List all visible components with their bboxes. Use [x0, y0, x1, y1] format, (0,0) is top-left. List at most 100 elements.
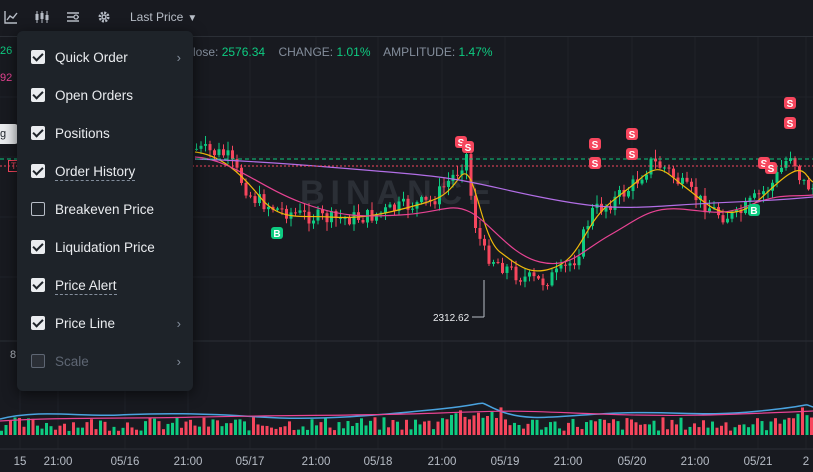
- volume-bar: [634, 422, 638, 435]
- volume-bar: [58, 425, 62, 435]
- volume-bar: [787, 417, 791, 435]
- volume-bar: [207, 426, 210, 435]
- volume-bar: [679, 417, 683, 435]
- volume-bar: [189, 419, 192, 435]
- volume-bar: [688, 426, 692, 435]
- volume-bar: [765, 430, 768, 435]
- volume-bar: [198, 426, 201, 435]
- sell-marker[interactable]: [784, 97, 796, 109]
- volume-bar: [706, 427, 710, 435]
- price-source-label: Last Price: [130, 10, 184, 24]
- menu-item-breakeven-price[interactable]: Breakeven Price: [17, 191, 193, 229]
- candle: [208, 144, 212, 151]
- order-history-checkbox[interactable]: [31, 164, 45, 178]
- liquidation-price-checkbox[interactable]: [31, 240, 45, 254]
- volume-bar: [63, 423, 66, 435]
- volume-bar: [733, 427, 737, 435]
- menu-item-open-orders[interactable]: Open Orders: [17, 77, 193, 115]
- volume-bar: [180, 427, 183, 435]
- volume-left-value: 8: [10, 349, 17, 361]
- candle: [240, 167, 243, 183]
- price-line-checkbox[interactable]: [31, 316, 45, 330]
- candle: [478, 228, 482, 239]
- menu-item-price-line[interactable]: Price Line ›: [17, 305, 193, 343]
- menu-item-liquidation-price[interactable]: Liquidation Price: [17, 229, 193, 267]
- volume-bar: [229, 423, 233, 435]
- sell-marker-label: S: [787, 119, 794, 130]
- volume-bar: [54, 429, 57, 435]
- sell-marker-label: S: [768, 164, 775, 175]
- volume-bar: [544, 427, 548, 435]
- candle: [397, 201, 401, 211]
- volume-bar: [139, 430, 143, 435]
- volume-bar: [522, 428, 525, 435]
- indicator-icon[interactable]: [66, 10, 82, 26]
- candlestick-icon[interactable]: [34, 10, 50, 26]
- candle: [231, 150, 234, 160]
- amplitude-label: AMPLITUDE:: [383, 45, 456, 59]
- candle: [523, 276, 527, 282]
- menu-item-quick-order[interactable]: Quick Order ›: [17, 39, 193, 77]
- candle: [375, 214, 378, 221]
- volume-bar: [103, 421, 107, 435]
- volume-bar: [162, 429, 165, 435]
- sell-marker[interactable]: [626, 148, 638, 160]
- volume-bar: [27, 418, 30, 435]
- candle: [667, 167, 671, 169]
- candle: [546, 285, 549, 287]
- volume-ma-line: [0, 402, 813, 420]
- candle: [789, 158, 792, 162]
- volume-bar: [306, 429, 309, 435]
- menu-item-order-history[interactable]: Order History: [17, 153, 193, 191]
- volume-bar: [144, 421, 147, 435]
- breakeven-price-checkbox[interactable]: [31, 202, 45, 216]
- sell-marker[interactable]: [589, 138, 601, 150]
- volume-bar: [261, 425, 264, 435]
- sell-marker[interactable]: [589, 157, 601, 169]
- candle: [798, 166, 801, 181]
- line-chart-icon[interactable]: [4, 10, 20, 26]
- time-axis-label: 05/20: [618, 456, 647, 468]
- price-alert-checkbox[interactable]: [31, 278, 45, 292]
- sell-marker[interactable]: [784, 117, 796, 129]
- quick-order-checkbox[interactable]: [31, 50, 45, 64]
- change-value: 1.01%: [336, 45, 371, 59]
- volume-bar: [517, 424, 521, 435]
- volume-bar: [67, 430, 71, 435]
- sell-marker[interactable]: [626, 128, 638, 140]
- volume-bar: [495, 417, 498, 435]
- candle: [474, 195, 477, 229]
- volume-bar: [720, 425, 723, 435]
- candle: [438, 186, 441, 205]
- gear-icon[interactable]: [97, 10, 113, 26]
- candle: [451, 174, 455, 181]
- buy-marker[interactable]: [271, 227, 283, 239]
- change-label: CHANGE:: [278, 45, 334, 59]
- volume-bar: [562, 430, 566, 435]
- volume-bar: [418, 424, 422, 435]
- candle: [510, 266, 513, 268]
- volume-bar: [504, 419, 507, 435]
- volume-bar: [153, 418, 156, 435]
- candle: [321, 209, 324, 214]
- open-orders-checkbox[interactable]: [31, 88, 45, 102]
- menu-item-price-alert[interactable]: Price Alert: [17, 267, 193, 305]
- candle: [694, 186, 698, 201]
- volume-bar: [657, 430, 660, 435]
- positions-checkbox[interactable]: [31, 126, 45, 140]
- sell-marker[interactable]: [765, 162, 777, 174]
- volume-bar: [661, 417, 665, 435]
- low-price-label: 2312.62: [433, 313, 470, 324]
- buy-marker[interactable]: [748, 204, 760, 216]
- time-axis-label: 15: [14, 456, 27, 468]
- price-source-dropdown[interactable]: Last Price ▼: [130, 10, 197, 24]
- menu-item-positions[interactable]: Positions: [17, 115, 193, 153]
- volume-bar: [310, 419, 314, 435]
- volume-bar: [666, 429, 669, 435]
- candle: [276, 208, 279, 210]
- volume-bar: [742, 424, 746, 435]
- volume-bar: [436, 421, 440, 435]
- volume-bar: [184, 421, 188, 435]
- sell-marker[interactable]: [462, 141, 474, 153]
- candle: [591, 207, 594, 227]
